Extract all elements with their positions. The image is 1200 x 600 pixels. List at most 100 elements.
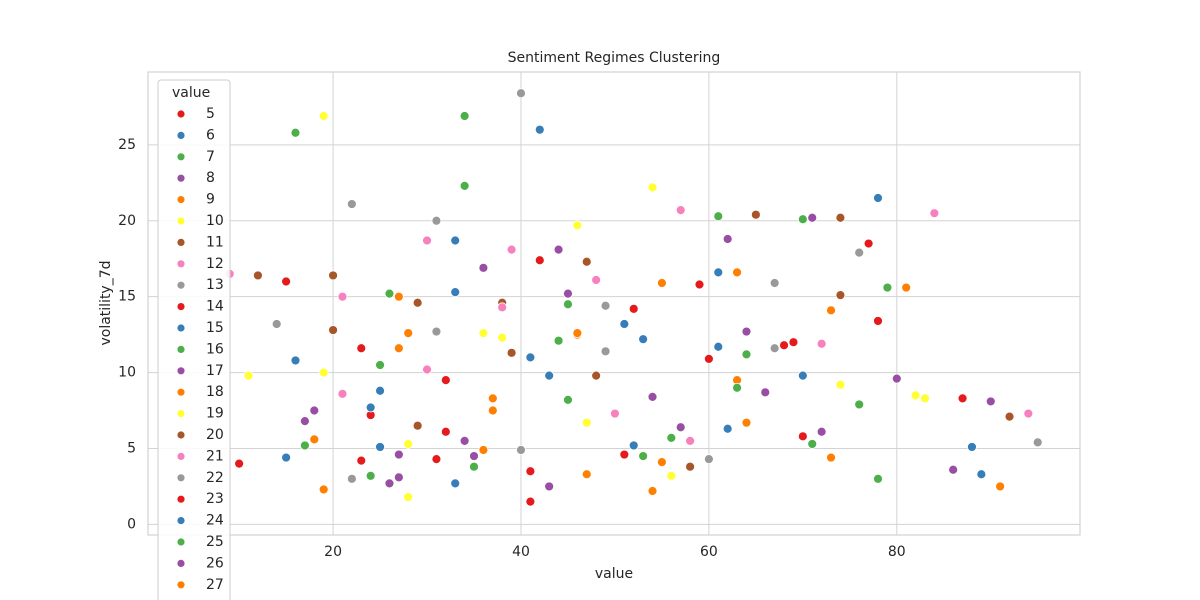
scatter-point (995, 481, 1006, 492)
scatter-point (703, 454, 714, 464)
scatter-point (957, 393, 968, 404)
scatter-point (544, 370, 555, 381)
legend-label: 27 (206, 577, 224, 593)
scatter-point (440, 375, 451, 386)
scatter-point (337, 291, 348, 302)
scatter-point (713, 267, 724, 278)
scatter-point (299, 440, 310, 451)
scatter-point (835, 290, 846, 301)
x-tick-label: 40 (512, 544, 530, 560)
scatter-point (487, 405, 498, 416)
scatter-point (628, 440, 639, 451)
legend-marker (176, 537, 186, 547)
legend-label: 8 (206, 170, 215, 186)
scatter-point (328, 270, 338, 281)
scatter-point (572, 328, 583, 339)
scatter-point (431, 215, 442, 226)
legend-label: 13 (206, 277, 224, 293)
legend-marker (176, 451, 186, 461)
legend-marker (176, 216, 186, 226)
scatter-point (835, 379, 846, 390)
scatter-point (384, 288, 395, 299)
legend-marker (176, 130, 186, 140)
scatter-point (525, 466, 536, 477)
legend-label: 25 (206, 534, 224, 550)
scatter-point (685, 461, 696, 472)
scatter-point (393, 449, 404, 460)
legend-marker (176, 280, 186, 290)
scatter-point (1032, 437, 1043, 448)
scatter-point (854, 247, 865, 258)
legend-label: 6 (206, 127, 215, 143)
scatter-point (375, 385, 385, 396)
legend-marker (176, 302, 186, 312)
scatter-point (281, 276, 292, 287)
legend-marker (176, 344, 186, 354)
x-axis-label: value (595, 566, 633, 582)
legend-marker (176, 195, 186, 205)
legend-label: 24 (206, 513, 224, 529)
scatter-point (403, 328, 414, 339)
scatter-point (243, 370, 254, 381)
scatter-point (346, 199, 357, 209)
scatter-point (309, 405, 320, 416)
legend-marker (176, 580, 186, 590)
scatter-point (600, 300, 611, 311)
scatter-point (591, 370, 602, 381)
legend-box (157, 79, 231, 600)
scatter-point (281, 452, 292, 463)
scatter-point (403, 492, 414, 502)
scatter-point (835, 212, 846, 223)
scatter-point (506, 347, 517, 358)
legend-marker (176, 152, 186, 162)
scatter-point (581, 417, 592, 428)
scatter-point (1004, 411, 1015, 422)
scatter-point (666, 470, 677, 481)
scatter-point (732, 267, 742, 278)
scatter-point (591, 275, 602, 285)
legend-label: 21 (206, 448, 224, 464)
scatter-point (337, 388, 348, 399)
legend-label: 11 (206, 234, 224, 250)
legend-label: 26 (206, 555, 224, 571)
legend-label: 5 (206, 106, 215, 122)
scatter-point (318, 111, 329, 121)
scatter-point (478, 262, 489, 273)
scatter-point (920, 393, 930, 404)
scatter-point (525, 496, 536, 507)
legend-marker (176, 323, 186, 333)
scatter-point (563, 299, 573, 310)
scatter-point (422, 364, 432, 375)
scatter-point (910, 390, 921, 401)
scatter-point (450, 235, 461, 246)
scatter-point (628, 303, 639, 314)
scatter-point (478, 328, 489, 339)
scatter-point (534, 124, 545, 135)
scatter-point (253, 270, 263, 281)
x-tick-label: 20 (324, 544, 342, 560)
scatter-point (469, 461, 479, 472)
scatter-point (769, 278, 780, 288)
scatter-point (807, 212, 818, 223)
x-tick-label: 80 (888, 544, 906, 560)
scatter-point (346, 473, 357, 484)
scatter-point (675, 205, 686, 216)
scatter-point (713, 341, 724, 352)
scatter-point (309, 434, 320, 445)
scatter-point (459, 111, 470, 121)
scatter-point (722, 234, 733, 244)
scatter-point (901, 282, 912, 293)
scatter-point (675, 422, 686, 433)
scatter-point (356, 455, 367, 466)
scatter-point (779, 340, 789, 351)
scatter-point (318, 484, 329, 495)
scatter-point (516, 88, 526, 99)
y-tick-label: 5 (127, 440, 136, 456)
scatter-point (638, 334, 649, 345)
legend-title: value (172, 85, 210, 101)
scatter-point (619, 449, 630, 460)
legend-label: 9 (206, 192, 215, 208)
scatter-point (976, 469, 987, 480)
scatter-point (873, 193, 883, 203)
